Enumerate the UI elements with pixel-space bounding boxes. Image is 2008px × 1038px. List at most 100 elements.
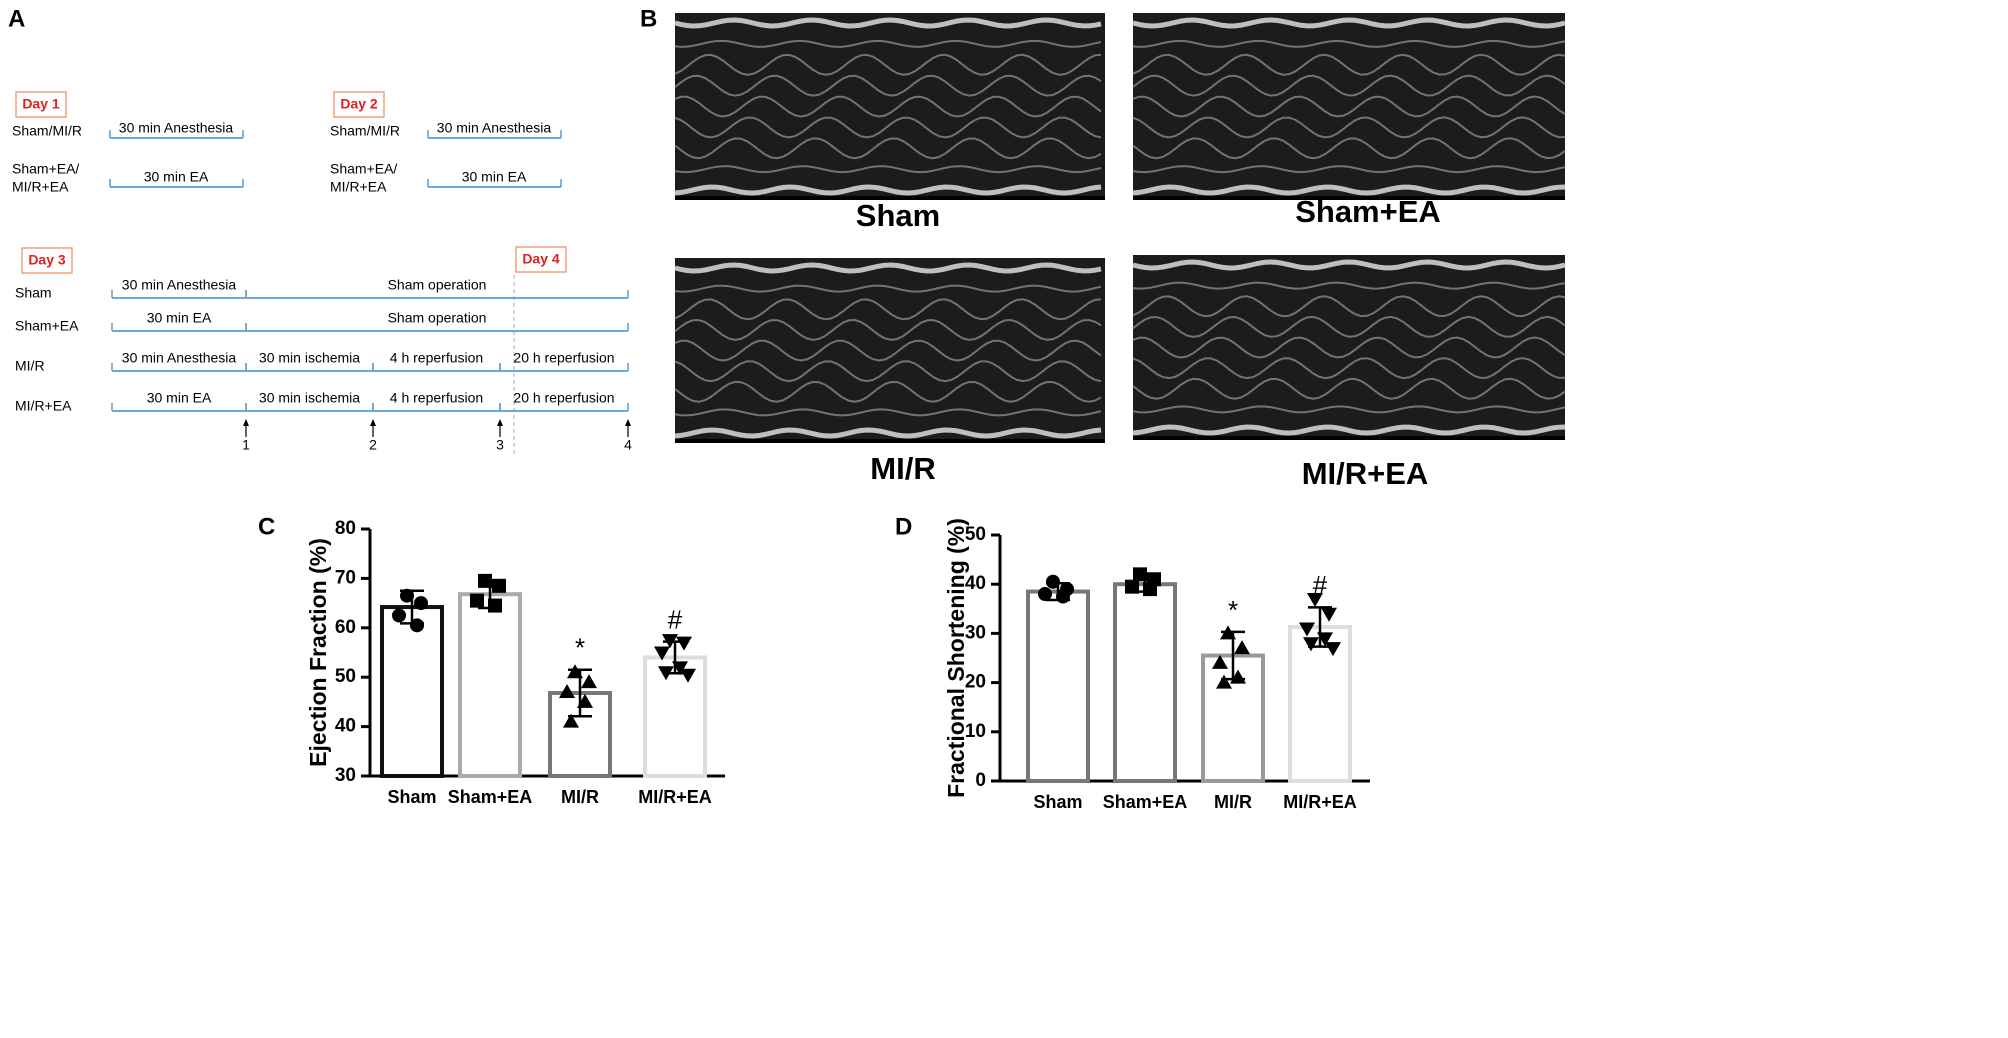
data-point bbox=[414, 596, 428, 611]
echo-trace bbox=[674, 116, 1102, 139]
data-point bbox=[1038, 587, 1052, 602]
y-tick-label: 40 bbox=[335, 716, 356, 737]
panel-label: B bbox=[640, 5, 657, 32]
echo-trace bbox=[1132, 17, 1566, 29]
y-tick-label: 30 bbox=[335, 765, 356, 786]
echo-trace bbox=[674, 137, 1102, 160]
echo-trace bbox=[674, 427, 1102, 439]
step-label: 30 min Anesthesia bbox=[122, 277, 237, 293]
group-label: Sham+EA/ bbox=[330, 161, 397, 177]
y-tick-label: 20 bbox=[965, 672, 986, 693]
echo-trace bbox=[1132, 259, 1566, 271]
echo-trace bbox=[1132, 405, 1566, 414]
arrow-head bbox=[243, 419, 249, 426]
timepoint: 1 bbox=[242, 437, 250, 453]
data-point bbox=[1299, 622, 1315, 637]
arrow-head bbox=[497, 419, 503, 426]
data-point bbox=[581, 674, 597, 689]
bar bbox=[458, 592, 522, 779]
step-label: 30 min ischemia bbox=[259, 390, 360, 406]
x-tick-label: Sham bbox=[1033, 792, 1082, 812]
echo-trace bbox=[674, 95, 1102, 118]
step-label: 30 min ischemia bbox=[259, 350, 360, 366]
echo-trace bbox=[1132, 74, 1566, 97]
day-box bbox=[333, 91, 385, 118]
echo-image-border bbox=[1133, 436, 1565, 440]
step-label: 20 h reperfusion bbox=[513, 350, 614, 366]
bar bbox=[1026, 589, 1090, 784]
x-tick-label: MI/R bbox=[561, 787, 599, 807]
step-label: Sham operation bbox=[388, 277, 487, 293]
data-point bbox=[1321, 607, 1337, 622]
day-box bbox=[15, 91, 67, 118]
group-label: MI/R+EA bbox=[12, 179, 69, 195]
data-point bbox=[1307, 592, 1323, 607]
echo-trace bbox=[674, 74, 1102, 97]
echo-trace bbox=[674, 408, 1102, 417]
y-tick-label: 10 bbox=[965, 721, 986, 742]
day-label: Day 1 bbox=[22, 96, 60, 112]
echo-trace bbox=[674, 262, 1102, 274]
echo-trace bbox=[1132, 39, 1566, 48]
group-label: MI/R bbox=[15, 358, 45, 374]
echo-trace bbox=[1132, 357, 1566, 380]
data-point bbox=[563, 713, 579, 728]
data-point bbox=[410, 618, 424, 633]
step-label: 30 min EA bbox=[144, 169, 209, 185]
step-label: 30 min EA bbox=[462, 169, 527, 185]
group-label: MI/R+EA bbox=[15, 398, 72, 414]
data-point bbox=[1303, 637, 1319, 652]
error-bar bbox=[1046, 581, 1070, 602]
error-bar bbox=[478, 579, 502, 610]
error-bar bbox=[568, 668, 592, 718]
data-point bbox=[1234, 640, 1250, 655]
step-label: 4 h reperfusion bbox=[390, 390, 483, 406]
data-point bbox=[654, 646, 670, 661]
echo-image-border bbox=[675, 439, 1105, 443]
group-label: Sham/MI/R bbox=[12, 123, 82, 139]
y-tick-label: 40 bbox=[965, 573, 986, 594]
echo-trace bbox=[674, 17, 1102, 29]
echo-label: MI/R+EA bbox=[1302, 456, 1429, 491]
error-bar bbox=[400, 589, 424, 625]
bar bbox=[380, 605, 444, 778]
error-bar bbox=[1308, 606, 1332, 648]
significance-mark: # bbox=[1313, 570, 1328, 600]
echo-trace bbox=[1132, 424, 1566, 436]
bar bbox=[1288, 625, 1352, 784]
data-point bbox=[470, 593, 484, 608]
x-tick-label: MI/R+EA bbox=[1283, 792, 1357, 812]
echo-trace bbox=[1132, 295, 1566, 318]
echo-label: Sham bbox=[856, 198, 940, 233]
echo-label: Sham+EA bbox=[1295, 194, 1441, 229]
x-tick-label: MI/R bbox=[1214, 792, 1252, 812]
step-label: 20 h reperfusion bbox=[513, 390, 614, 406]
significance-mark: * bbox=[575, 633, 585, 663]
y-axis-label: Ejection Fraction (%) bbox=[305, 538, 331, 767]
panel-label: A bbox=[8, 5, 25, 32]
echo-trace bbox=[674, 165, 1102, 174]
day-box bbox=[515, 246, 567, 273]
x-tick-label: Sham+EA bbox=[448, 787, 533, 807]
step-label: 30 min Anesthesia bbox=[122, 350, 237, 366]
step-label: 30 min Anesthesia bbox=[119, 120, 234, 136]
timepoint: 4 bbox=[624, 437, 632, 453]
echo-trace bbox=[674, 184, 1102, 196]
data-point bbox=[1212, 654, 1228, 669]
step-label: 30 min EA bbox=[147, 390, 212, 406]
y-tick-label: 50 bbox=[965, 524, 986, 545]
significance-mark: * bbox=[1228, 595, 1238, 625]
echo-trace bbox=[1132, 377, 1566, 400]
group-label: Sham/MI/R bbox=[330, 123, 400, 139]
group-label: Sham+EA bbox=[15, 318, 79, 334]
bar bbox=[643, 655, 707, 778]
y-axis-label: Fractional Shortening (%) bbox=[943, 518, 969, 798]
timepoint: 3 bbox=[496, 437, 504, 453]
echo-image-border bbox=[675, 196, 1105, 200]
bar bbox=[1113, 582, 1177, 784]
error-bar bbox=[1133, 575, 1157, 593]
panel-label: D bbox=[895, 513, 912, 540]
y-tick-label: 30 bbox=[965, 622, 986, 643]
group-label: MI/R+EA bbox=[330, 179, 387, 195]
